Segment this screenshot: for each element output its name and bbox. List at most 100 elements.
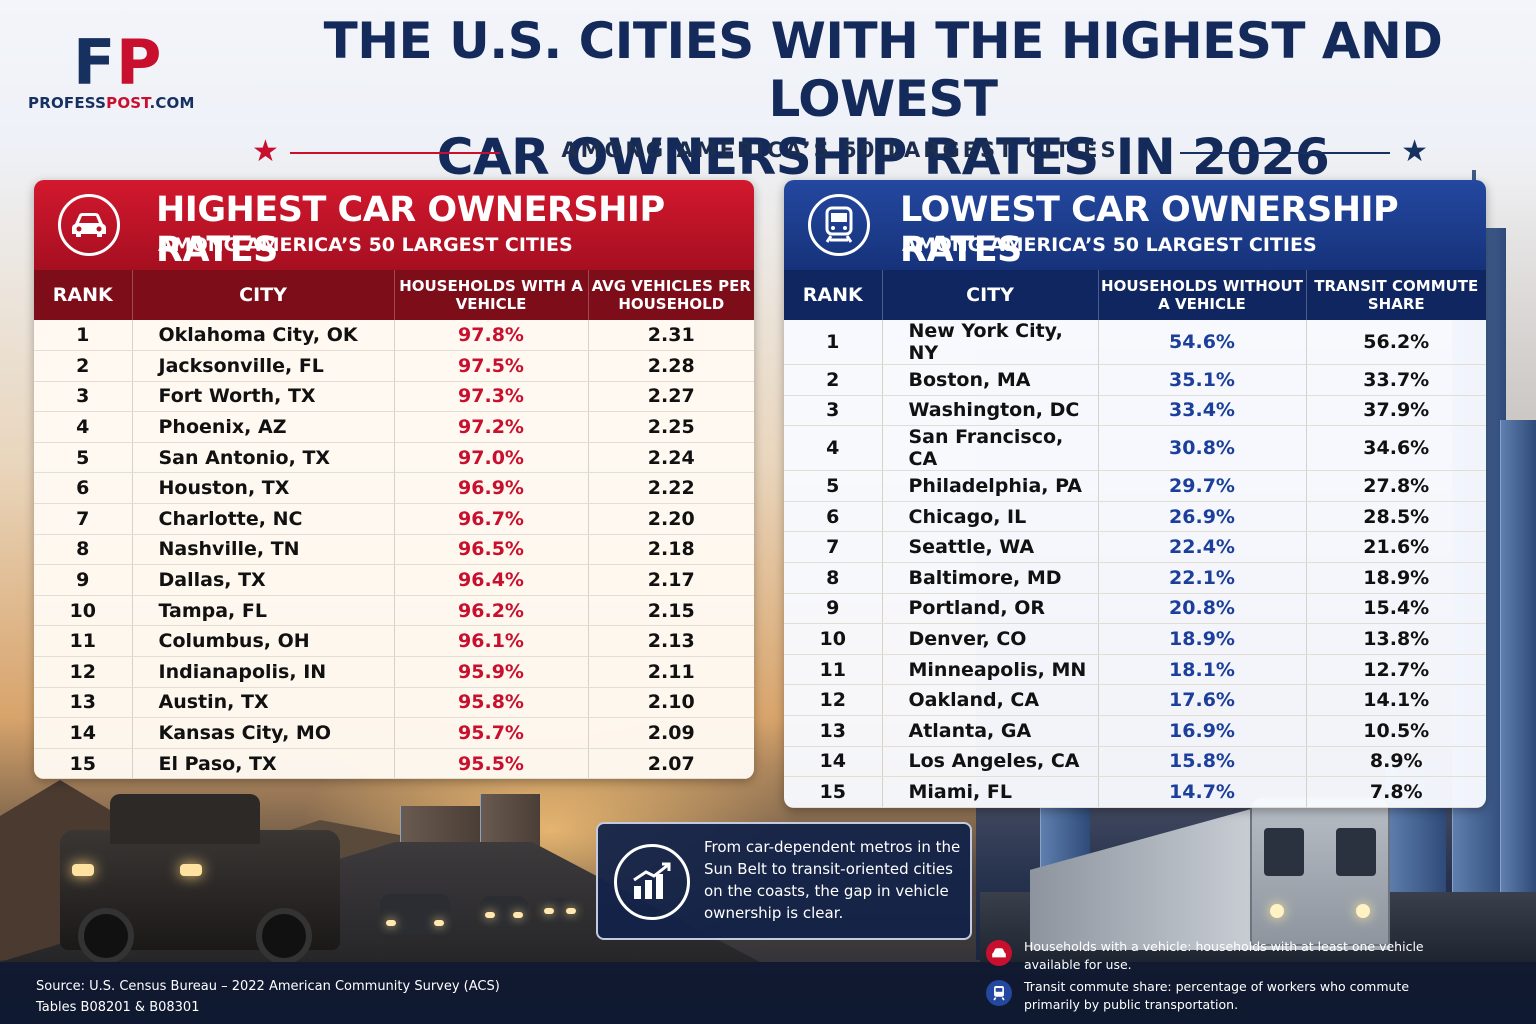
transit-share-cell: 28.5% bbox=[1306, 501, 1486, 533]
city-cell: Chicago, IL bbox=[882, 501, 1099, 533]
city-cell: Columbus, OH bbox=[132, 625, 395, 658]
households-without-vehicle-cell: 33.4% bbox=[1098, 395, 1307, 427]
transit-share-cell: 13.8% bbox=[1306, 623, 1486, 655]
logo-wordmark: PROFESSPOST.COM bbox=[28, 94, 228, 112]
city-cell: Washington, DC bbox=[882, 395, 1099, 427]
car-icon bbox=[58, 194, 120, 256]
transit-share-cell: 34.6% bbox=[1306, 425, 1486, 472]
column-header-avg-vehicles: AVG VEHICLES PER HOUSEHOLD bbox=[588, 270, 754, 320]
panel-subtitle: AMONG AMERICA’S 50 LARGEST CITIES bbox=[902, 234, 1317, 256]
note-text: Households with a vehicle: households wi… bbox=[1024, 939, 1424, 972]
car-icon bbox=[986, 940, 1012, 966]
households-without-vehicle-cell: 26.9% bbox=[1098, 501, 1307, 533]
table-row: 15 Miami, FL 14.7% 7.8% bbox=[784, 776, 1486, 808]
panel-subtitle: AMONG AMERICA’S 50 LARGEST CITIES bbox=[158, 234, 573, 256]
rank-cell: 13 bbox=[784, 715, 883, 747]
note-text: Transit commute share: percentage of wor… bbox=[1024, 979, 1410, 1012]
subway-train-front bbox=[1250, 796, 1390, 946]
table-header-row: RANK CITY HOUSEHOLDS WITH A VEHICLE AVG … bbox=[34, 270, 754, 320]
table-row: 15 El Paso, TX 95.5% 2.07 bbox=[34, 748, 754, 780]
table-row: 3 Washington, DC 33.4% 37.9% bbox=[784, 395, 1486, 427]
city-cell: Jacksonville, FL bbox=[132, 350, 395, 382]
avg-vehicles-cell: 2.07 bbox=[588, 748, 754, 780]
households-with-vehicle-cell: 97.3% bbox=[394, 381, 589, 413]
panel-header: HIGHEST CAR OWNERSHIP RATES AMONG AMERIC… bbox=[34, 180, 754, 270]
column-header-city: CITY bbox=[132, 270, 395, 320]
table-row: 3 Fort Worth, TX 97.3% 2.27 bbox=[34, 381, 754, 413]
avg-vehicles-cell: 2.15 bbox=[588, 595, 754, 627]
households-with-vehicle-cell: 96.2% bbox=[394, 595, 589, 627]
city-cell: Seattle, WA bbox=[882, 531, 1099, 563]
bar-chart-icon bbox=[614, 844, 690, 920]
rank-cell: 9 bbox=[34, 564, 133, 596]
train-icon bbox=[986, 980, 1012, 1006]
transit-share-cell: 56.2% bbox=[1306, 320, 1486, 365]
logo-word-post: POST bbox=[106, 94, 150, 112]
rank-cell: 3 bbox=[34, 381, 133, 413]
table-row: 7 Charlotte, NC 96.7% 2.20 bbox=[34, 503, 754, 535]
city-cell: New York City, NY bbox=[882, 320, 1099, 365]
rank-cell: 2 bbox=[34, 350, 133, 382]
rank-cell: 6 bbox=[34, 472, 133, 505]
households-without-vehicle-cell: 22.1% bbox=[1098, 562, 1307, 594]
city-cell: Denver, CO bbox=[882, 623, 1099, 655]
transit-share-cell: 10.5% bbox=[1306, 715, 1486, 747]
table-row: 2 Jacksonville, FL 97.5% 2.28 bbox=[34, 350, 754, 382]
households-with-vehicle-cell: 97.8% bbox=[394, 320, 589, 352]
transit-share-cell: 12.7% bbox=[1306, 654, 1486, 686]
avg-vehicles-cell: 2.09 bbox=[588, 717, 754, 749]
blue-star-icon: ★ bbox=[1401, 135, 1428, 168]
avg-vehicles-cell: 2.10 bbox=[588, 687, 754, 719]
avg-vehicles-cell: 2.24 bbox=[588, 442, 754, 474]
rank-cell: 1 bbox=[34, 320, 133, 352]
transit-share-cell: 14.1% bbox=[1306, 684, 1486, 716]
table-row: 1 New York City, NY 54.6% 56.2% bbox=[784, 320, 1486, 365]
city-cell: Oklahoma City, OK bbox=[132, 320, 395, 352]
logo-letter-p: P bbox=[116, 26, 162, 99]
city-cell: Dallas, TX bbox=[132, 564, 395, 596]
transit-share-cell: 37.9% bbox=[1306, 395, 1486, 427]
car bbox=[540, 898, 580, 922]
city-cell: Oakland, CA bbox=[882, 684, 1099, 716]
table-row: 6 Chicago, IL 26.9% 28.5% bbox=[784, 501, 1486, 533]
transit-share-cell: 15.4% bbox=[1306, 593, 1486, 625]
rank-cell: 11 bbox=[784, 654, 883, 686]
avg-vehicles-cell: 2.17 bbox=[588, 564, 754, 596]
households-with-vehicle-cell: 96.1% bbox=[394, 625, 589, 658]
households-without-vehicle-cell: 35.1% bbox=[1098, 364, 1307, 396]
city-cell: Boston, MA bbox=[882, 364, 1099, 396]
city-cell: Phoenix, AZ bbox=[132, 411, 395, 443]
rank-cell: 4 bbox=[784, 425, 883, 472]
rank-cell: 4 bbox=[34, 411, 133, 443]
footer-bar: Source: U.S. Census Bureau – 2022 Americ… bbox=[0, 962, 1536, 1024]
table-row: 10 Tampa, FL 96.2% 2.15 bbox=[34, 595, 754, 627]
rank-cell: 7 bbox=[784, 531, 883, 563]
divider-line-blue bbox=[1180, 152, 1390, 154]
table-row: 6 Houston, TX 96.9% 2.22 bbox=[34, 472, 754, 505]
households-with-vehicle-cell: 96.5% bbox=[394, 534, 589, 566]
rank-cell: 3 bbox=[784, 395, 883, 427]
divider-line-red bbox=[290, 152, 500, 154]
households-without-vehicle-cell: 17.6% bbox=[1098, 684, 1307, 716]
households-without-vehicle-cell: 16.9% bbox=[1098, 715, 1307, 747]
rank-cell: 2 bbox=[784, 364, 883, 396]
panel-title: HIGHEST CAR OWNERSHIP RATES bbox=[156, 190, 665, 270]
households-with-vehicle-cell: 95.7% bbox=[394, 717, 589, 749]
households-with-vehicle-cell: 97.5% bbox=[394, 350, 589, 382]
panel-header: LOWEST CAR OWNERSHIP RATES AMONG AMERICA… bbox=[784, 180, 1486, 270]
households-with-vehicle-cell: 96.7% bbox=[394, 503, 589, 535]
transit-share-cell: 18.9% bbox=[1306, 562, 1486, 594]
table-row: 4 Phoenix, AZ 97.2% 2.25 bbox=[34, 411, 754, 443]
definition-note-vehicle: Households with a vehicle: households wi… bbox=[986, 938, 1456, 978]
insight-callout: From car-dependent metros in the Sun Bel… bbox=[596, 822, 972, 940]
column-header-rank: RANK bbox=[784, 270, 883, 320]
rank-cell: 15 bbox=[784, 776, 883, 808]
city-cell: Miami, FL bbox=[882, 776, 1099, 808]
transit-share-cell: 8.9% bbox=[1306, 746, 1486, 778]
households-with-vehicle-cell: 95.8% bbox=[394, 687, 589, 719]
rank-cell: 5 bbox=[34, 442, 133, 474]
rank-cell: 11 bbox=[34, 625, 133, 658]
car bbox=[480, 896, 528, 926]
column-header-households-with-vehicle: HOUSEHOLDS WITH A VEHICLE bbox=[394, 270, 589, 320]
source-citation: Source: U.S. Census Bureau – 2022 Americ… bbox=[36, 976, 500, 1018]
